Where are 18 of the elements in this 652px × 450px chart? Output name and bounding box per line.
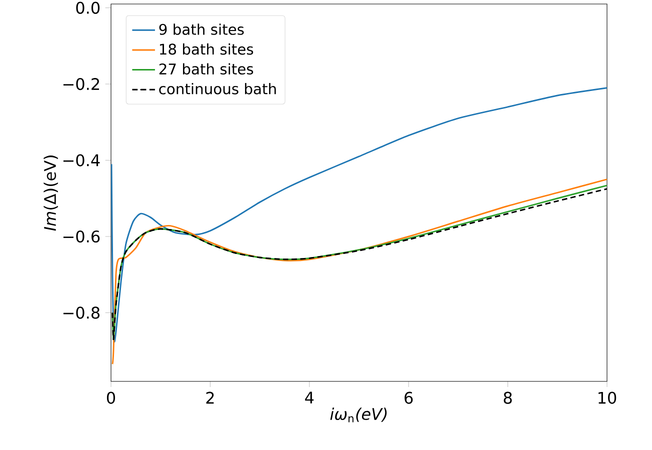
y-tick-label: −0.8	[63, 306, 100, 319]
legend-label: 18 bath sites	[160, 43, 254, 55]
x-tick-label: 10	[598, 392, 616, 404]
x-tick-label: 2	[206, 392, 214, 404]
line-series	[112, 178, 608, 365]
legend-label: continuous bath	[159, 83, 276, 94]
x-tick-label: 8	[504, 392, 512, 404]
legend-label: 27 bath sites	[159, 63, 254, 75]
y-tick-label: −0.2	[63, 78, 99, 90]
x-tick-label: 6	[404, 392, 413, 404]
y-tick-label: 0.0	[76, 2, 100, 14]
x-tick-label: 4	[305, 392, 314, 404]
y-tick-label: −0.6	[63, 230, 100, 243]
y-tick-label: −0.4	[63, 154, 100, 166]
x-tick-label: 0	[106, 392, 116, 404]
x-axis-title: iω$_{n}$(eV)	[330, 408, 387, 422]
y-axis-title: Im(Δ)(eV)	[44, 156, 58, 231]
legend-label: 9 bath sites	[159, 24, 244, 35]
